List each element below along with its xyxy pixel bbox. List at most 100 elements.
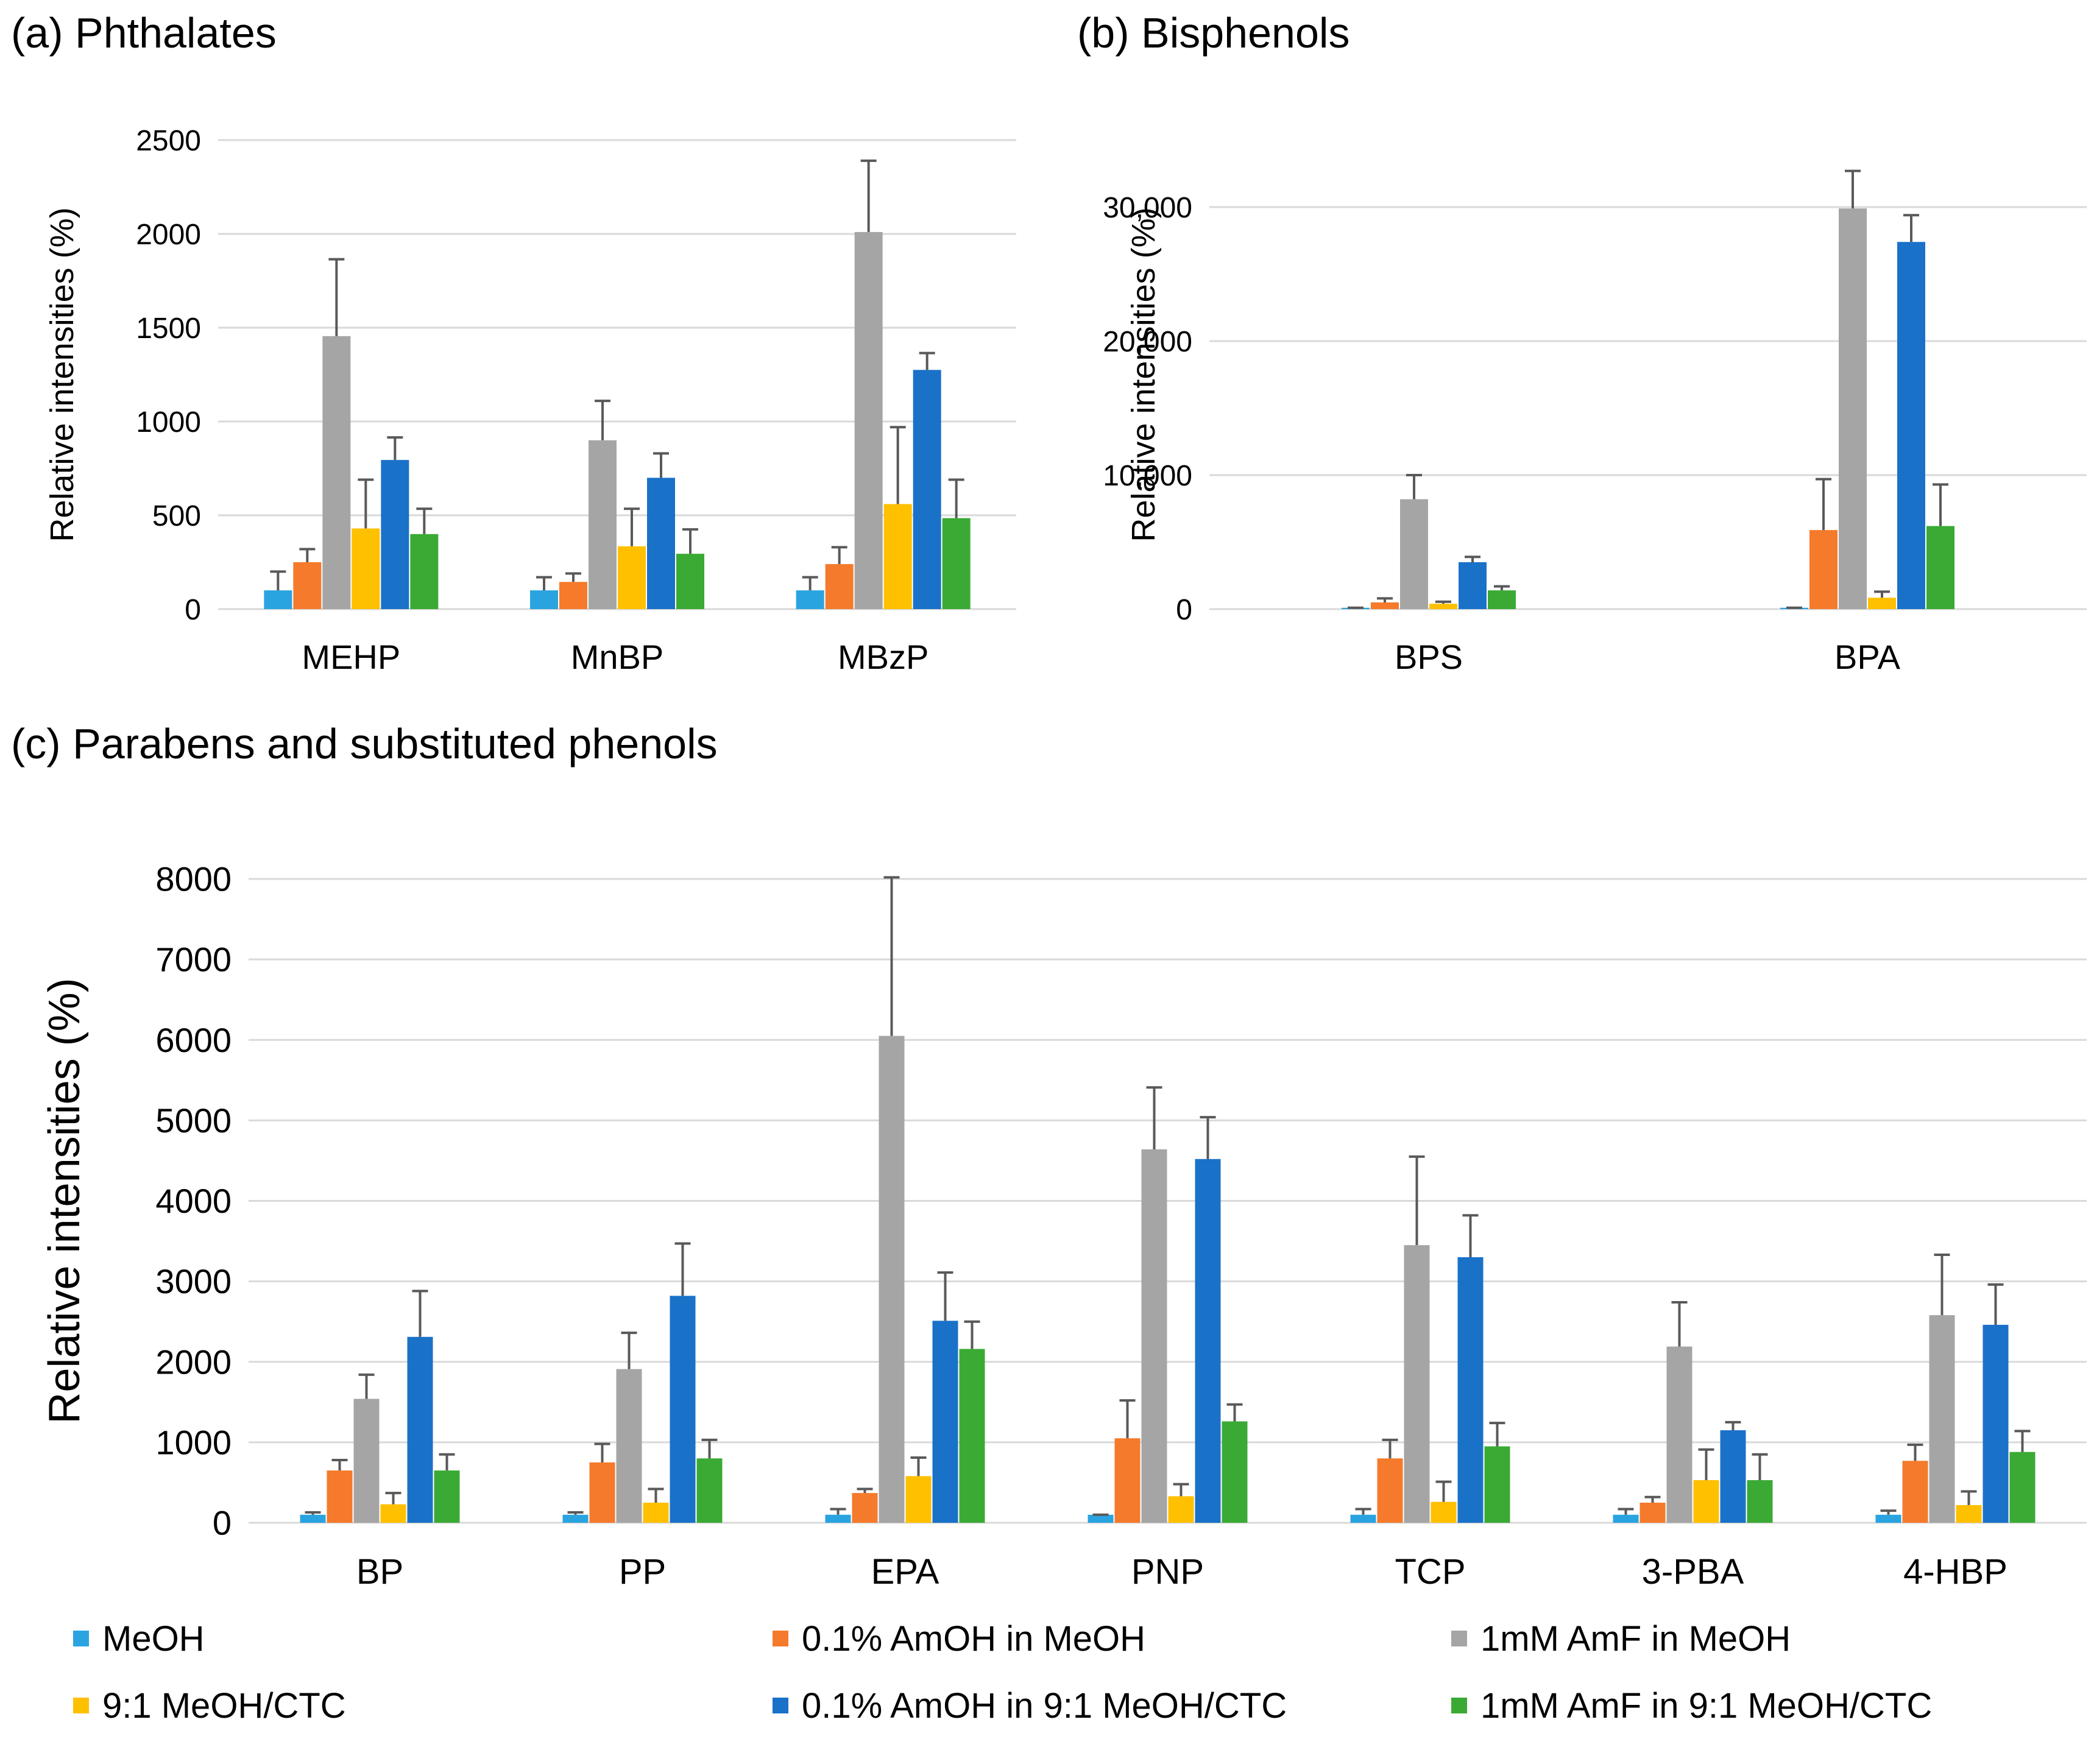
bar: [1350, 1514, 1376, 1523]
bar: [352, 528, 380, 609]
y-tick-label: 3000: [155, 1262, 232, 1300]
bar: [1897, 242, 1925, 609]
y-axis-label: Relative intensities (%): [40, 978, 89, 1424]
legend-item-amf-meoh: 1mM AmF in MeOH: [1451, 1614, 1791, 1663]
bar: [959, 1349, 985, 1523]
bar: [1809, 530, 1838, 609]
legend-item-meoh-ctc: 9:1 MeOH/CTC: [73, 1681, 346, 1730]
bar: [883, 504, 912, 609]
bar: [879, 1035, 905, 1523]
y-tick-label: 2500: [136, 125, 201, 157]
bar: [1868, 598, 1896, 609]
legend-label-meoh-ctc: 9:1 MeOH/CTC: [102, 1685, 346, 1726]
bar: [913, 370, 941, 609]
bar: [1457, 1257, 1484, 1523]
y-tick-label: 5000: [155, 1101, 232, 1140]
category-label: BP: [356, 1552, 403, 1592]
bar: [854, 231, 883, 609]
y-tick-label: 0: [1176, 594, 1192, 626]
legend-swatch-meoh-ctc: [73, 1698, 89, 1713]
chart-3: (c) Parabens and substituted phenols 0 100…: [11, 720, 2087, 1592]
bar: [1141, 1149, 1167, 1523]
bar: [942, 518, 971, 609]
bar: [1839, 208, 1867, 609]
bar: [353, 1399, 380, 1523]
y-tick-label: 4000: [155, 1182, 232, 1220]
bar: [380, 1504, 406, 1523]
bar: [1747, 1480, 1773, 1523]
category-label: EPA: [871, 1552, 939, 1592]
category-label: 3-PBA: [1642, 1552, 1744, 1592]
bar: [1114, 1438, 1141, 1523]
legend-label-amf-meoh-ctc: 1mM AmF in 9:1 MeOH/CTC: [1480, 1685, 1933, 1726]
y-tick-label: 7000: [155, 940, 232, 979]
legend-swatch-meoh: [73, 1631, 89, 1646]
bar: [293, 562, 322, 609]
bar: [1693, 1480, 1719, 1523]
bar: [1400, 499, 1428, 609]
bar: [1459, 562, 1487, 609]
bar: [300, 1514, 326, 1523]
category-label: MnBP: [571, 638, 664, 676]
bar: [1222, 1421, 1248, 1523]
bar: [1926, 526, 1954, 609]
bar: [1404, 1245, 1430, 1523]
y-tick-label: 2000: [155, 1342, 232, 1381]
category-label: PNP: [1131, 1552, 1204, 1592]
y-tick-label: 0: [185, 594, 201, 626]
bar: [381, 460, 409, 609]
chart-title: (c) Parabens and substituted phenols: [11, 720, 718, 767]
bar: [530, 590, 558, 609]
bar: [559, 582, 587, 609]
category-label: MEHP: [302, 638, 400, 676]
category-label: 4-HBP: [1903, 1552, 2007, 1592]
bar: [1613, 1514, 1639, 1523]
legend-label-amoh-meoh: 0.1% AmOH in MeOH: [802, 1618, 1146, 1659]
bar: [825, 1514, 851, 1523]
y-tick-label: 0: [213, 1504, 232, 1542]
bar: [410, 534, 439, 609]
bar: [434, 1470, 460, 1523]
bar: [562, 1514, 589, 1523]
legend-swatch-amoh-meoh-ctc: [773, 1698, 788, 1713]
bar: [2009, 1452, 2036, 1523]
bar: [696, 1458, 723, 1523]
y-tick-label: 6000: [155, 1021, 232, 1059]
bar: [1875, 1514, 1901, 1523]
chart-2: (b) Bisphenols 0 10,000 20,000 30,000Relativ…: [1077, 9, 2087, 676]
legend-label-amoh-meoh-ctc: 0.1% AmOH in 9:1 MeOH/CTC: [802, 1685, 1287, 1726]
legend: MeOH 0.1% AmOH in MeOH 1mM AmF in MeOH 9…: [0, 1614, 2094, 1764]
category-label: PP: [619, 1552, 666, 1592]
y-tick-label: 10,000: [1103, 460, 1192, 492]
bar: [825, 564, 854, 609]
y-tick-label: 1500: [136, 312, 201, 345]
figure: (a) Phthalates 0 500 1000 1500 2000 2500 Relati…: [11, 9, 2087, 1592]
bar: [1639, 1502, 1666, 1523]
category-label: MBzP: [838, 638, 929, 676]
bar: [1720, 1430, 1746, 1523]
bar: [1902, 1461, 1928, 1523]
category-label: BPA: [1834, 638, 1901, 676]
bar: [589, 440, 617, 609]
bar: [676, 554, 704, 609]
bar: [1929, 1315, 1955, 1523]
y-tick-label: 1000: [155, 1423, 232, 1461]
bar: [264, 590, 292, 609]
bar: [852, 1493, 878, 1523]
legend-label-amf-meoh: 1mM AmF in MeOH: [1480, 1618, 1791, 1659]
bar: [618, 546, 646, 609]
category-label: BPS: [1395, 638, 1463, 676]
bar: [1956, 1505, 1982, 1523]
chart-title: (a) Phthalates: [11, 9, 277, 57]
legend-item-amoh-meoh-ctc: 0.1% AmOH in 9:1 MeOH/CTC: [773, 1681, 1287, 1730]
bar: [1666, 1346, 1693, 1523]
legend-swatch-amf-meoh-ctc: [1451, 1698, 1467, 1713]
bar: [670, 1296, 696, 1523]
bar: [616, 1369, 642, 1523]
bar: [932, 1321, 958, 1523]
y-tick-label: 2000: [136, 219, 201, 251]
bar: [1168, 1496, 1194, 1523]
bar: [407, 1336, 433, 1523]
y-tick-label: 1000: [136, 406, 201, 439]
bar: [1484, 1446, 1510, 1523]
